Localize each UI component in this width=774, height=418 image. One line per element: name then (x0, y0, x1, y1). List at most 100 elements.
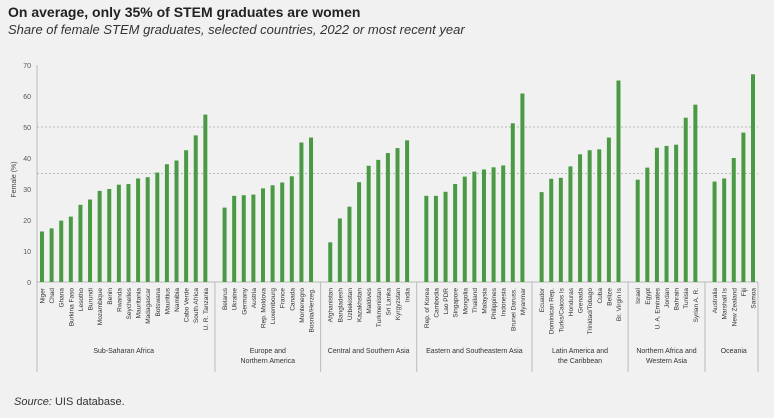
bar (520, 93, 525, 283)
bar (241, 195, 246, 282)
bar (203, 114, 208, 282)
bar (645, 167, 650, 282)
bar (126, 184, 131, 282)
x-tick-label: Turkmenistan (376, 288, 383, 328)
x-tick-label: Cambodia (433, 288, 440, 318)
bar (722, 178, 727, 282)
bar (78, 204, 83, 282)
x-tick-label: Fiji (741, 288, 748, 296)
x-tick-label: Honduras (568, 287, 575, 316)
x-tick-label: New Zealand (731, 288, 738, 327)
bar (193, 135, 198, 282)
bar (309, 137, 314, 282)
x-tick-label: Tunisia (683, 288, 690, 309)
group-label: Western Asia (646, 358, 687, 365)
x-tick-label: Afghanistan (328, 288, 335, 323)
x-tick-label: Germany (241, 287, 248, 314)
x-tick-label: Ecuador (539, 287, 546, 312)
x-tick-label: Belarus (222, 287, 229, 310)
x-tick-label: Niger (40, 287, 47, 303)
x-tick-label: Bangladesh (337, 288, 344, 323)
bar (693, 104, 698, 283)
bar (260, 188, 265, 282)
group-label: Northern America (241, 358, 296, 365)
x-tick-label: Singapore (453, 288, 460, 318)
y-axis-label: Female (%) (11, 161, 18, 197)
x-tick-label: Trinidad/Tobago (587, 288, 594, 335)
bar (664, 145, 669, 282)
bar (251, 194, 256, 282)
x-tick-label: Kyrgyzstan (395, 288, 402, 321)
x-tick-label: Syrian A. R. (693, 288, 700, 323)
x-tick-label: France (280, 288, 287, 309)
x-tick-label: Br. Virgin Is (616, 287, 623, 321)
group-label: Northern Africa and (636, 348, 696, 355)
bar (97, 190, 102, 282)
x-tick-label: India (405, 288, 412, 302)
x-tick-label: Cuba (597, 288, 604, 304)
x-tick-label: Burkina Faso (68, 288, 75, 327)
bar (299, 142, 304, 282)
bar (357, 182, 362, 282)
bar (731, 158, 736, 282)
x-tick-label: Malaysia (481, 288, 488, 314)
x-tick-label: Namibia (174, 288, 181, 312)
bar (337, 218, 342, 282)
x-tick-label: Brunei Daruss. (510, 288, 517, 331)
bar (597, 149, 602, 282)
x-tick-label: Rep. Moldova (260, 288, 267, 328)
bar (606, 137, 611, 282)
bar (424, 195, 429, 282)
y-tick-label: 60 (23, 94, 31, 101)
group-label: Sub-Saharan Africa (93, 348, 154, 355)
bar (347, 206, 352, 282)
bar (549, 178, 554, 282)
bar (539, 192, 544, 282)
bar (481, 169, 486, 282)
x-tick-label: Botswana (155, 288, 162, 317)
bar (635, 179, 640, 282)
x-tick-label: Uzbekistan (347, 288, 354, 321)
x-tick-label: Rwanda (116, 288, 123, 312)
y-tick-label: 0 (27, 280, 31, 287)
bar (107, 189, 112, 282)
x-tick-label: Samoa (751, 288, 758, 309)
x-tick-label: Kazakhstan (357, 288, 364, 322)
bar (654, 147, 659, 282)
bar (145, 177, 150, 282)
bar (453, 184, 458, 282)
x-tick-label: Ghana (59, 288, 66, 308)
bar (751, 74, 755, 282)
group-label: Latin America and (552, 348, 608, 355)
bar (366, 165, 371, 282)
bar (385, 153, 390, 282)
bar (136, 178, 141, 282)
x-tick-label: Cabo Verde (184, 288, 191, 323)
bar (40, 231, 44, 282)
x-tick-label: Benin (107, 288, 114, 305)
x-tick-label: Ukraine (232, 288, 239, 311)
bar (174, 160, 179, 282)
x-tick-label: Israel (635, 287, 642, 303)
x-tick-label: Philippines (491, 287, 498, 319)
bar (155, 172, 160, 282)
y-tick-label: 30 (23, 187, 31, 194)
x-tick-label: Madagascar (145, 287, 152, 324)
bar (741, 132, 746, 282)
bar (59, 220, 64, 282)
x-tick-label: Lao PDR (443, 288, 450, 315)
bar (578, 154, 583, 282)
x-tick-label: Bosnia/Herzeg. (309, 288, 316, 333)
group-label: the Caribbean (558, 358, 602, 365)
x-tick-label: Mauritania (136, 288, 143, 319)
x-tick-label: Maldives (366, 287, 373, 313)
x-tick-label: Belize (606, 288, 613, 306)
x-tick-label: Mozambique (97, 288, 104, 326)
x-tick-label: Egypt (645, 288, 652, 305)
x-tick-label: Turks/Caicos Is (558, 287, 565, 332)
group-label: Europe and (250, 348, 286, 355)
bar (222, 207, 227, 282)
x-tick-label: Sri Lanka (385, 288, 392, 316)
x-tick-label: Bahrain (674, 288, 681, 311)
